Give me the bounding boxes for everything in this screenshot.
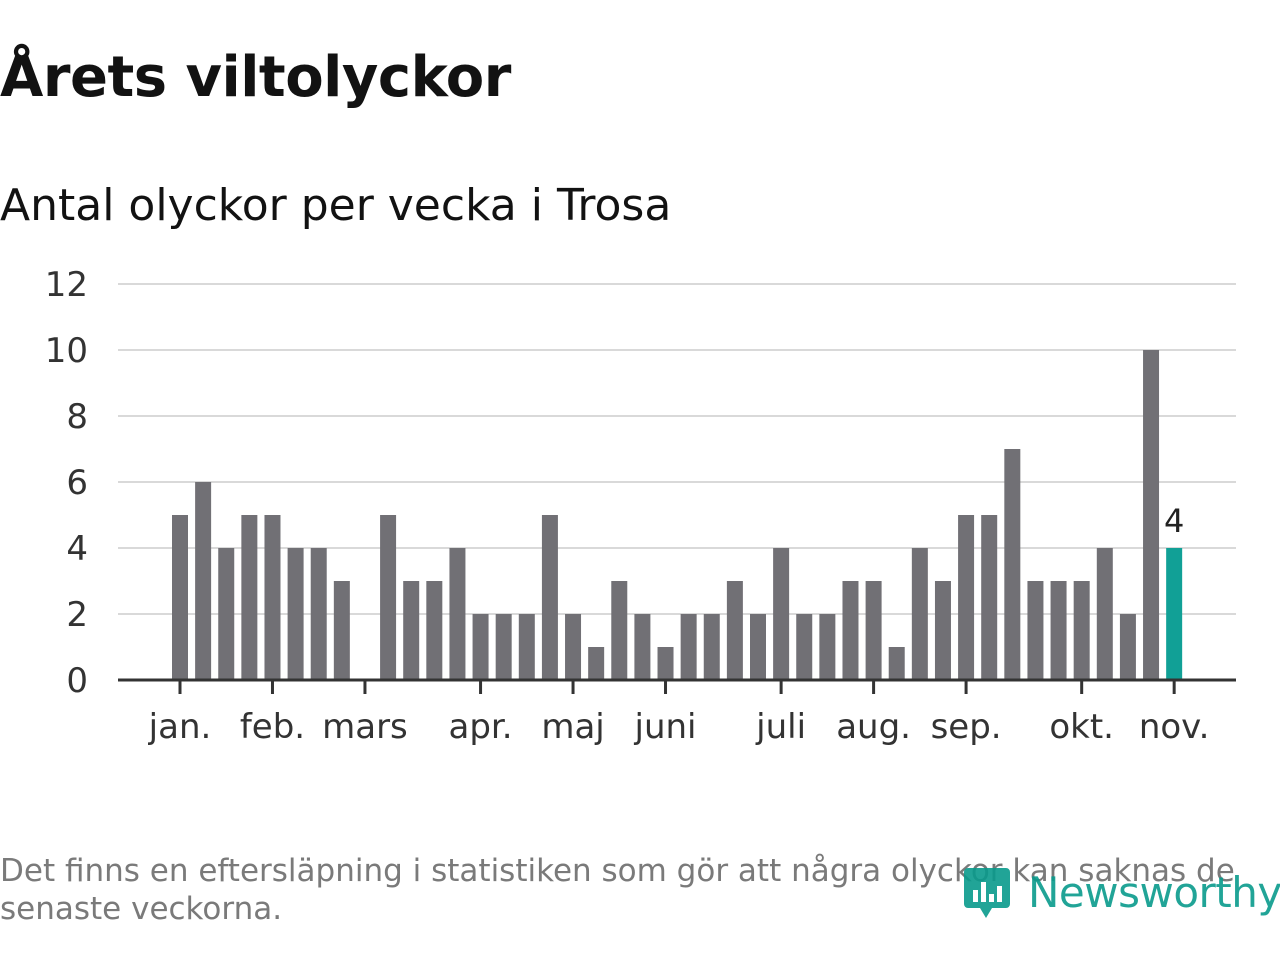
newsworthy-logo-icon [964, 868, 1010, 918]
y-tick-label: 8 [66, 397, 88, 437]
x-tick-label: feb. [240, 707, 305, 747]
logo-text: Newsworthy [1028, 867, 1280, 917]
bar [934, 581, 951, 680]
bar [680, 614, 697, 680]
bar [773, 548, 790, 680]
bar [472, 614, 489, 680]
bar [1004, 449, 1021, 680]
y-tick-label: 2 [66, 595, 88, 635]
bar [403, 581, 420, 680]
x-tick-label: okt. [1049, 707, 1114, 747]
bar [218, 548, 235, 680]
bar [1027, 581, 1044, 680]
y-tick-label: 4 [66, 529, 88, 569]
bar [819, 614, 836, 680]
bar [195, 482, 212, 680]
x-tick-label: nov. [1139, 707, 1210, 747]
x-tick-label: maj [541, 707, 604, 747]
bar [565, 614, 582, 680]
chart-title: Årets viltolyckor [0, 45, 511, 110]
bar [911, 548, 928, 680]
bar [518, 614, 535, 680]
bar [310, 548, 327, 680]
bar [1096, 548, 1113, 680]
bar [1050, 581, 1067, 680]
bar [611, 581, 628, 680]
x-tick-label: jan. [148, 707, 212, 747]
bar [1073, 581, 1090, 680]
axis-layer: 0 2 4 6 8 10 12 4 jan. feb. mars apr. maj juni juli aug… [45, 265, 1236, 747]
bar [958, 515, 975, 680]
x-tick-label: mars [322, 707, 408, 747]
bar [726, 581, 743, 680]
y-tick-label: 10 [45, 331, 88, 371]
bar [426, 581, 443, 680]
bar [703, 614, 720, 680]
highlight-value-label: 4 [1164, 502, 1184, 540]
bar [796, 614, 813, 680]
bar [1119, 614, 1136, 680]
bar [981, 515, 998, 680]
x-tick-label: sep. [931, 707, 1002, 747]
footnote: Det finns en eftersläpning i statistiken… [0, 853, 1235, 927]
bar [1143, 350, 1160, 680]
bar [657, 647, 674, 680]
bars-layer [172, 350, 1183, 680]
x-tick-label: juni [634, 707, 697, 747]
bar [264, 515, 281, 680]
bar [333, 581, 350, 680]
y-tick-label: 6 [66, 463, 88, 503]
bar [541, 515, 558, 680]
grid-layer [118, 283, 1236, 615]
bar [495, 614, 512, 680]
bar [172, 515, 188, 680]
y-tick-label: 0 [66, 661, 88, 701]
bar [842, 581, 859, 680]
bar [241, 515, 258, 680]
bar [588, 647, 605, 680]
x-tick-label: juli [755, 707, 806, 747]
newsworthy-logo: Newsworthy [962, 860, 1280, 924]
bar [750, 614, 766, 680]
bar [865, 581, 882, 680]
x-tick-label: aug. [836, 707, 911, 747]
bar-highlight [1166, 548, 1183, 680]
bar [888, 647, 905, 680]
y-tick-label: 12 [45, 265, 88, 305]
bar [287, 548, 304, 680]
bar [380, 515, 397, 680]
x-tick-label: apr. [449, 707, 513, 747]
chart-subtitle: Antal olyckor per vecka i Trosa [0, 180, 672, 231]
weekly-accidents-bar-chart: 0 2 4 6 8 10 12 4 jan. feb. mars apr. maj juni juli aug… [45, 265, 1236, 747]
bar [634, 614, 651, 680]
bar [449, 548, 466, 680]
